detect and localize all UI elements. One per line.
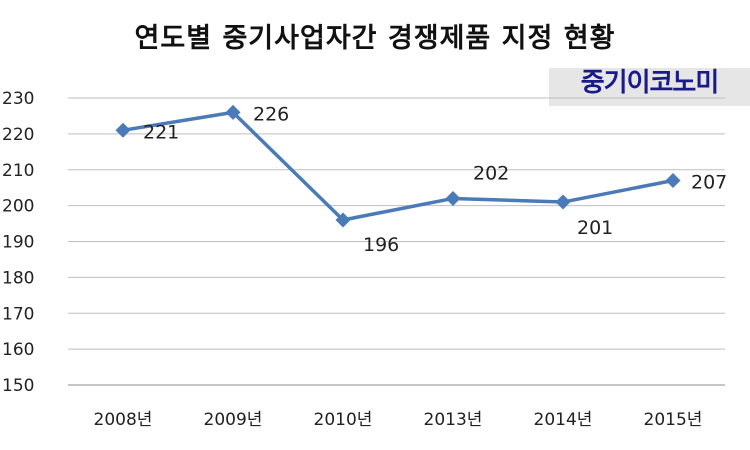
y-tick-label-210: 210	[2, 161, 34, 181]
x-tick-label-3: 2013년	[424, 410, 483, 430]
data-label-5: 207	[691, 172, 727, 194]
y-tick-label-180: 180	[2, 268, 34, 288]
x-tick-label-2: 2010년	[314, 410, 373, 430]
x-tick-label-5: 2015년	[644, 410, 703, 430]
y-tick-label-150: 150	[2, 376, 34, 396]
data-point-0	[115, 122, 131, 138]
publisher-logo: 중기이코노미	[549, 68, 750, 106]
data-label-3: 202	[473, 162, 509, 184]
publisher-logo-text: 중기이코노미	[580, 68, 720, 98]
series-line	[122, 110, 674, 222]
data-label-4: 201	[577, 217, 613, 239]
y-tick-label-220: 220	[2, 125, 34, 145]
x-tick-label-4: 2014년	[534, 410, 593, 430]
y-tick-label-200: 200	[2, 197, 34, 217]
data-label-1: 226	[253, 103, 289, 125]
y-tick-label-190: 190	[2, 233, 34, 253]
data-point-4	[555, 194, 571, 210]
data-label-2: 196	[363, 234, 399, 256]
chart-title: 연도별 중기사업자간 경쟁제품 지정 현황	[134, 23, 616, 54]
data-point-5	[665, 173, 681, 189]
data-point-3	[445, 190, 461, 206]
y-tick-label-170: 170	[2, 304, 34, 324]
data-label-0: 221	[143, 121, 179, 143]
x-tick-label-0: 2008년	[94, 410, 153, 430]
y-tick-label-160: 160	[2, 340, 34, 360]
y-tick-label-230: 230	[2, 89, 34, 109]
data-point-2	[335, 212, 351, 228]
data-point-1	[225, 104, 241, 120]
x-tick-label-1: 2009년	[204, 410, 263, 430]
